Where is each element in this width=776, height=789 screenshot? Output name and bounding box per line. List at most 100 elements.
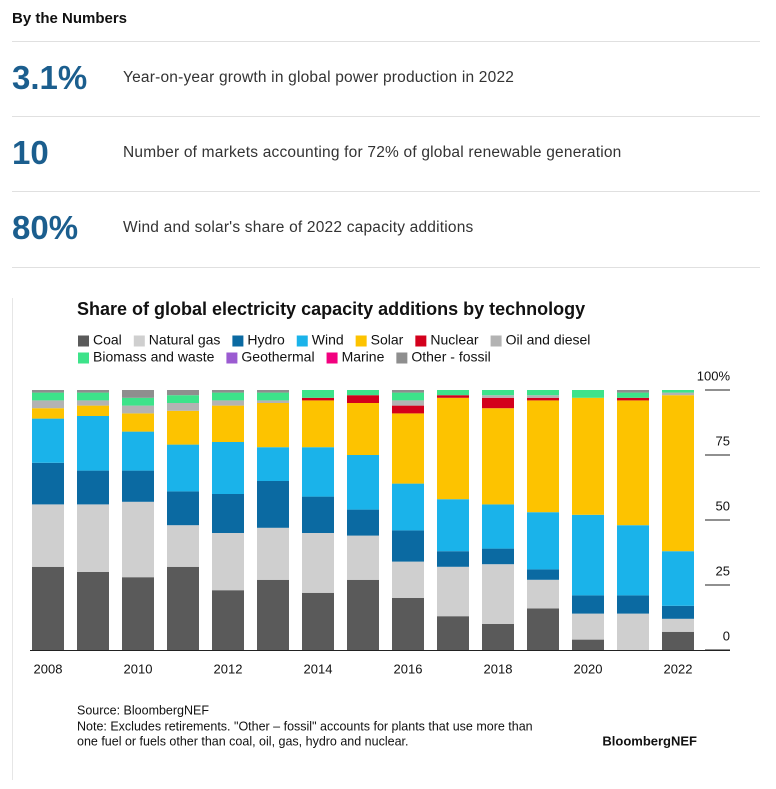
- bar-segment: [257, 481, 289, 528]
- bar-segment: [77, 405, 109, 416]
- legend-swatch: [326, 352, 338, 364]
- bar-segment: [482, 408, 514, 505]
- bar-segment: [437, 499, 469, 552]
- note: one fuel or fuels other than coal, oil, …: [77, 734, 408, 748]
- bar-segment: [32, 392, 64, 401]
- bar-segment: [572, 613, 604, 640]
- bar-segment: [437, 566, 469, 617]
- chart-title: Share of global electricity capacity add…: [77, 299, 585, 319]
- x-tick-label: 2010: [124, 661, 153, 676]
- divider: [12, 191, 760, 192]
- y-tick-label: 50: [716, 498, 730, 513]
- bar-segment: [212, 400, 244, 406]
- legend-swatch: [415, 335, 427, 347]
- bar-segment: [212, 405, 244, 442]
- bar-segment: [122, 390, 154, 398]
- bar-segment: [212, 533, 244, 591]
- bar-segment: [482, 397, 514, 409]
- bar-segment: [167, 491, 199, 526]
- bar-segment: [617, 525, 649, 596]
- legend-swatch: [490, 335, 502, 347]
- stat-text: Number of markets accounting for 72% of …: [123, 144, 622, 161]
- stat-value: 80%: [12, 209, 79, 246]
- y-tick-label: 100%: [697, 368, 731, 383]
- stat-value: 10: [12, 134, 49, 171]
- bar-segment: [527, 608, 559, 650]
- bar-segment: [662, 395, 694, 552]
- bar-segment: [347, 579, 379, 650]
- bar-segment: [392, 530, 424, 562]
- bar-segment: [302, 447, 334, 497]
- bar-segment: [167, 444, 199, 492]
- bar-segment: [482, 504, 514, 549]
- bar-segment: [302, 397, 334, 401]
- bar-segment: [347, 535, 379, 580]
- bar-segment: [257, 403, 289, 448]
- legend-label: Oil and diesel: [506, 332, 591, 348]
- bar-segment: [122, 397, 154, 406]
- bar-segment: [77, 390, 109, 393]
- logo: BloombergNEF: [602, 733, 697, 748]
- bar-segment: [347, 455, 379, 510]
- bar-segment: [212, 392, 244, 401]
- bar-segment: [77, 400, 109, 406]
- bar-segment: [527, 579, 559, 609]
- bar-segment: [392, 561, 424, 598]
- x-tick-label: 2014: [304, 661, 333, 676]
- legend-swatch: [78, 352, 89, 364]
- bar-segment: [482, 548, 514, 565]
- bar-segment: [347, 395, 379, 403]
- bar-segment: [662, 631, 694, 650]
- legend-label: Hydro: [247, 332, 285, 348]
- bar-segment: [347, 509, 379, 536]
- x-tick-label: 2008: [34, 661, 63, 676]
- note: Note: Excludes retirements. "Other – fos…: [77, 719, 533, 733]
- bar-segment: [302, 592, 334, 650]
- bar-segment: [482, 564, 514, 624]
- bar-segment: [302, 390, 334, 398]
- stat-text: Wind and solar's share of 2022 capacity …: [123, 219, 474, 236]
- bar-segment: [257, 392, 289, 401]
- bar-segment: [257, 390, 289, 393]
- bar-segment: [32, 566, 64, 650]
- bar-segment: [392, 400, 424, 406]
- bar-segment: [32, 418, 64, 463]
- bar-segment: [662, 618, 694, 632]
- bar-segment: [257, 579, 289, 650]
- bar-segment: [437, 395, 469, 398]
- legend-swatch: [355, 335, 367, 347]
- bar-segment: [32, 400, 64, 409]
- bar-segment: [77, 572, 109, 650]
- legend-label: Solar: [371, 332, 404, 348]
- section-header: By the Numbers: [12, 10, 128, 27]
- legend-label: Natural gas: [149, 332, 221, 348]
- bar-segment: [122, 501, 154, 578]
- bar-segment: [572, 397, 604, 515]
- bar-segment: [482, 624, 514, 650]
- bar-segment: [167, 566, 199, 650]
- bar-segment: [257, 447, 289, 481]
- bar-segment: [212, 442, 244, 494]
- bar-segment: [527, 569, 559, 580]
- x-tick-label: 2012: [214, 661, 243, 676]
- bar-segment: [617, 390, 649, 393]
- divider: [12, 116, 760, 117]
- divider: [12, 267, 760, 268]
- x-tick-label: 2016: [394, 661, 423, 676]
- divider: [12, 41, 760, 42]
- bar-segment: [122, 431, 154, 471]
- bar-segment: [32, 504, 64, 567]
- legend-label: Wind: [312, 332, 344, 348]
- bar-segment: [527, 512, 559, 570]
- stat-text: Year-on-year growth in global power prod…: [123, 69, 515, 86]
- bar-segment: [572, 514, 604, 596]
- bar-segment: [662, 390, 694, 393]
- bar-segment: [392, 405, 424, 414]
- x-tick-label: 2018: [484, 661, 513, 676]
- legend-swatch: [133, 335, 145, 347]
- bar-segment: [437, 551, 469, 567]
- bar-segment: [527, 397, 559, 401]
- bar-segment: [77, 504, 109, 572]
- bar-segment: [302, 400, 334, 448]
